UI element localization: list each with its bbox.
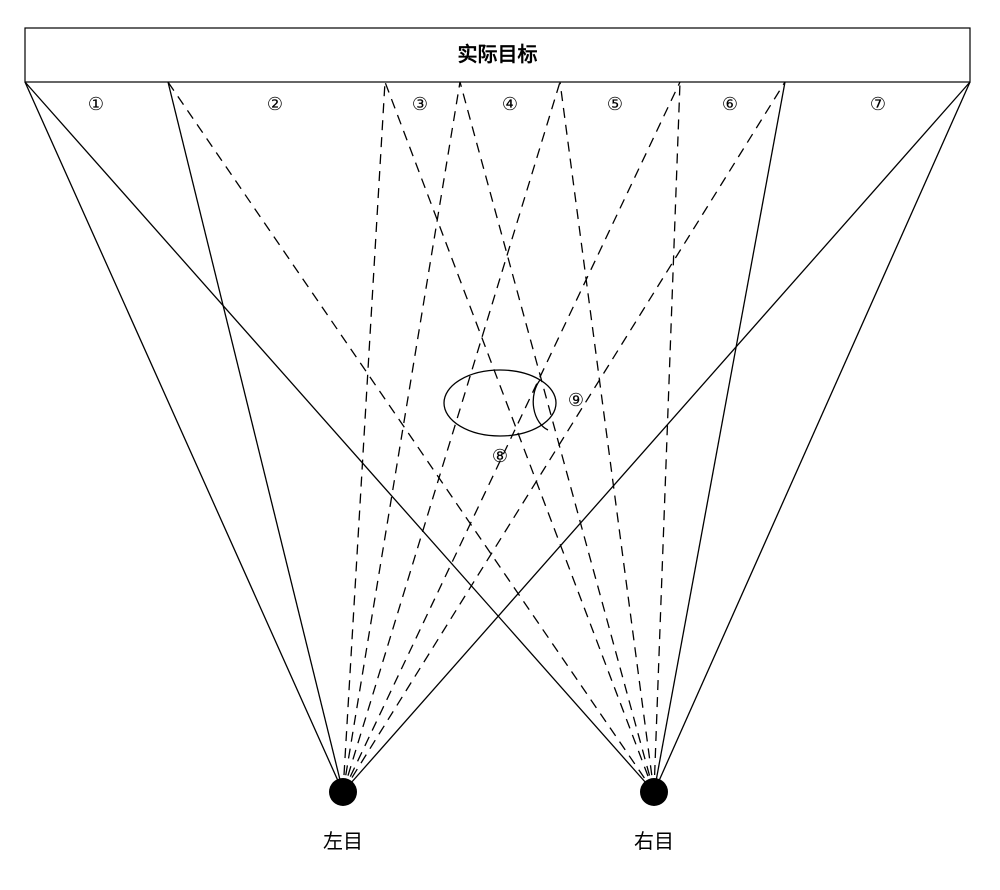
right-eye-dot [640,778,668,806]
right-eye-solid-ray-0 [25,82,654,792]
right-eye-dashed-ray-1 [385,82,654,792]
region-label-7: ⑦ [870,94,886,114]
right-eye-dashed-ray-4 [654,82,680,792]
left-eye-dashed-ray-3 [343,82,680,792]
left-eye-solid-ray-0 [25,82,343,792]
left-eye-solid-ray-1 [168,82,343,792]
left-eye-dashed-ray-4 [343,82,785,792]
left-eye-dashed-ray-2 [343,82,560,792]
region-label-4: ④ [502,94,518,114]
region-label-5: ⑤ [607,94,623,114]
region-label-3: ③ [412,94,428,114]
right-eye-solid-ray-2 [654,82,970,792]
right-eye-dashed-ray-2 [460,82,654,792]
left-eye-label: 左目 [323,830,363,853]
right-eye-solid-ray-1 [654,82,785,792]
occluder-ellipse [444,370,556,436]
region-label-1: ① [88,94,104,114]
left-eye-dot [329,778,357,806]
region-label-2: ② [267,94,283,114]
right-eye-dashed-ray-3 [560,82,654,792]
left-eye-dashed-ray-0 [343,82,385,792]
left-eye-solid-ray-2 [343,82,970,792]
right-eye-dashed-ray-0 [168,82,654,792]
target-box-label: 实际目标 [458,42,538,66]
left-eye-dashed-ray-1 [343,82,460,792]
region-label-6: ⑥ [722,94,738,114]
right-eye-label: 右目 [634,830,674,853]
occluder-label-8: ⑧ [492,446,508,466]
occluder-label-9: ⑨ [568,390,584,410]
